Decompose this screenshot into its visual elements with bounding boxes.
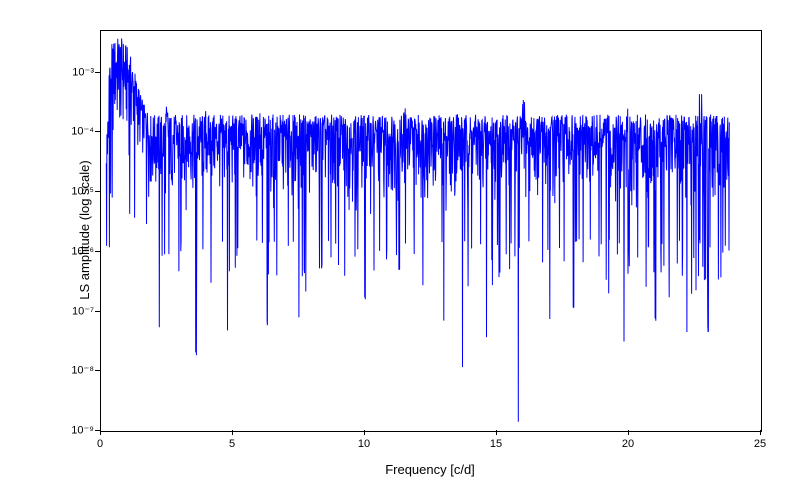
y-tick-label: 10⁻³ xyxy=(72,65,94,78)
y-tick-label: 10⁻⁸ xyxy=(71,364,94,377)
x-tick-label: 15 xyxy=(490,438,502,450)
y-tick-label: 10⁻⁶ xyxy=(71,244,94,257)
y-tick-label: 10⁻⁴ xyxy=(71,125,94,138)
y-tick-label: 10⁻⁹ xyxy=(71,424,94,437)
x-tick-label: 25 xyxy=(754,438,766,450)
y-axis-label: LS amplitude (log scale) xyxy=(77,160,92,299)
x-tick-label: 5 xyxy=(229,438,235,450)
plot-area xyxy=(100,30,762,432)
periodogram-chart: LS amplitude (log scale) Frequency [c/d]… xyxy=(0,0,800,500)
y-tick-label: 10⁻⁵ xyxy=(71,185,94,198)
x-tick-label: 20 xyxy=(622,438,634,450)
x-tick-label: 0 xyxy=(97,438,103,450)
x-axis-label: Frequency [c/d] xyxy=(385,462,475,477)
y-tick-label: 10⁻⁷ xyxy=(72,304,94,317)
spectrum-line xyxy=(101,31,761,431)
x-tick-label: 10 xyxy=(358,438,370,450)
